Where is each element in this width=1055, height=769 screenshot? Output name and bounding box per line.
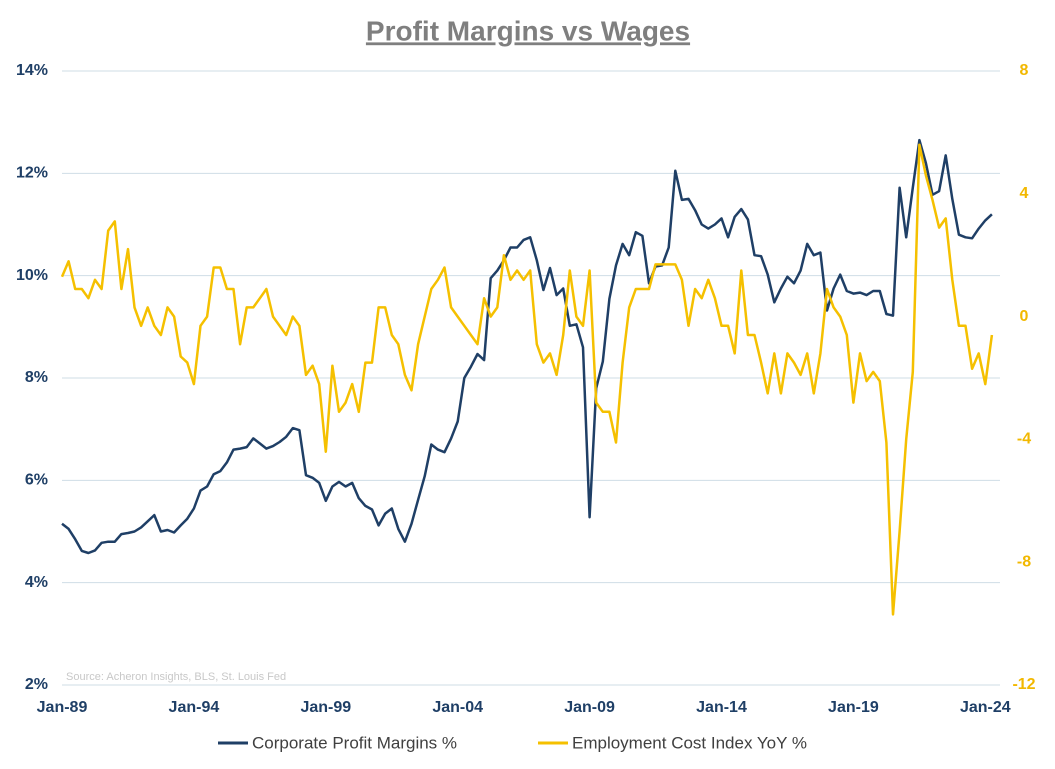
series-line	[61, 138, 993, 555]
y2-tick-label: -8	[1017, 553, 1031, 570]
y-tick-label: 8%	[25, 369, 48, 386]
y-tick-label: 2%	[25, 676, 48, 693]
x-tick-label: Jan-04	[432, 699, 483, 716]
y-tick-label: 10%	[16, 267, 48, 284]
legend-label: Employment Cost Index YoY %	[572, 733, 807, 752]
x-tick-label: Jan-24	[960, 699, 1011, 716]
legend-label: Corporate Profit Margins %	[252, 733, 457, 752]
y2-tick-label: -4	[1017, 431, 1031, 448]
x-tick-label: Jan-89	[37, 699, 88, 716]
x-tick-label: Jan-99	[300, 699, 351, 716]
y2-tick-label: 8	[1020, 62, 1029, 79]
y2-tick-label: 4	[1020, 185, 1029, 202]
y-tick-label: 14%	[16, 62, 48, 79]
source-note: Source: Acheron Insights, BLS, St. Louis…	[66, 671, 286, 683]
y-tick-label: 12%	[16, 165, 48, 182]
x-tick-label: Jan-09	[564, 699, 615, 716]
y-tick-label: 6%	[25, 472, 48, 489]
y-tick-label: 4%	[25, 574, 48, 591]
x-tick-label: Jan-14	[696, 699, 747, 716]
x-tick-label: Jan-19	[828, 699, 879, 716]
series-line	[60, 143, 994, 616]
y2-tick-label: 0	[1020, 308, 1029, 325]
chart-title: Profit Margins vs Wages	[366, 15, 690, 46]
y2-tick-label: -12	[1012, 676, 1035, 693]
x-tick-label: Jan-94	[169, 699, 220, 716]
